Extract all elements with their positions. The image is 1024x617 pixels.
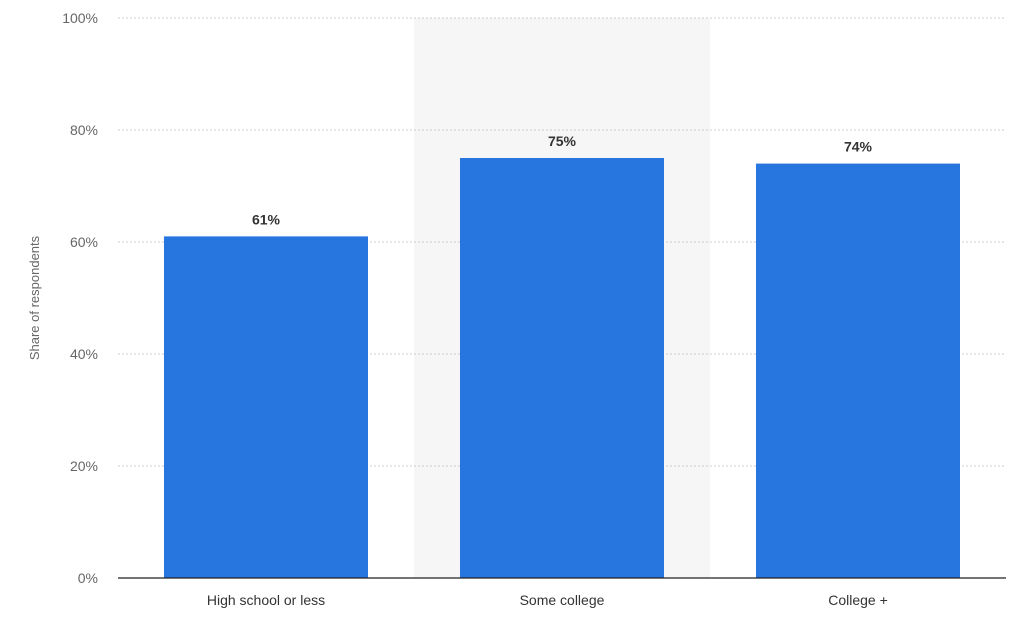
bar-value-label: 74% [844,139,873,155]
x-category-label: High school or less [207,592,325,608]
y-tick-label: 100% [62,10,98,26]
y-tick-label: 0% [78,570,98,586]
bar[interactable] [460,158,664,578]
axes: 0% 20% 40% 60% 80% 100% High school or less Som… [62,10,1006,608]
y-axis-title: Share of respondents [27,235,42,360]
y-tick-label: 20% [70,458,98,474]
x-category-label: College + [828,592,888,608]
bar-value-label: 61% [252,211,281,227]
bar[interactable] [756,163,960,578]
y-tick-label: 60% [70,234,98,250]
bar-value-label: 75% [548,133,577,149]
data-labels: 61% 75% 74% [252,133,873,227]
y-tick-label: 40% [70,346,98,362]
bar[interactable] [164,236,368,578]
y-tick-label: 80% [70,122,98,138]
x-category-label: Some college [520,592,605,608]
bars [164,158,960,578]
